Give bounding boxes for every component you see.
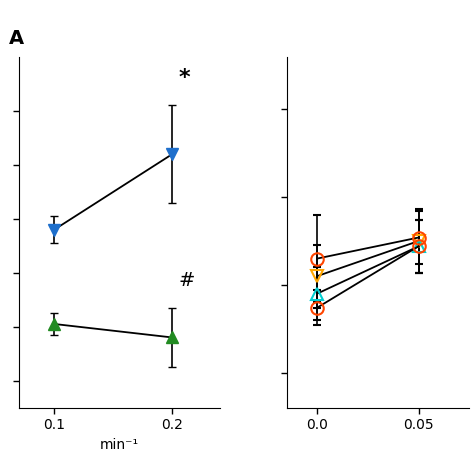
X-axis label: min⁻¹: min⁻¹ [100, 438, 139, 452]
Text: A: A [9, 29, 24, 48]
Text: #: # [178, 271, 195, 291]
Text: *: * [178, 68, 190, 89]
